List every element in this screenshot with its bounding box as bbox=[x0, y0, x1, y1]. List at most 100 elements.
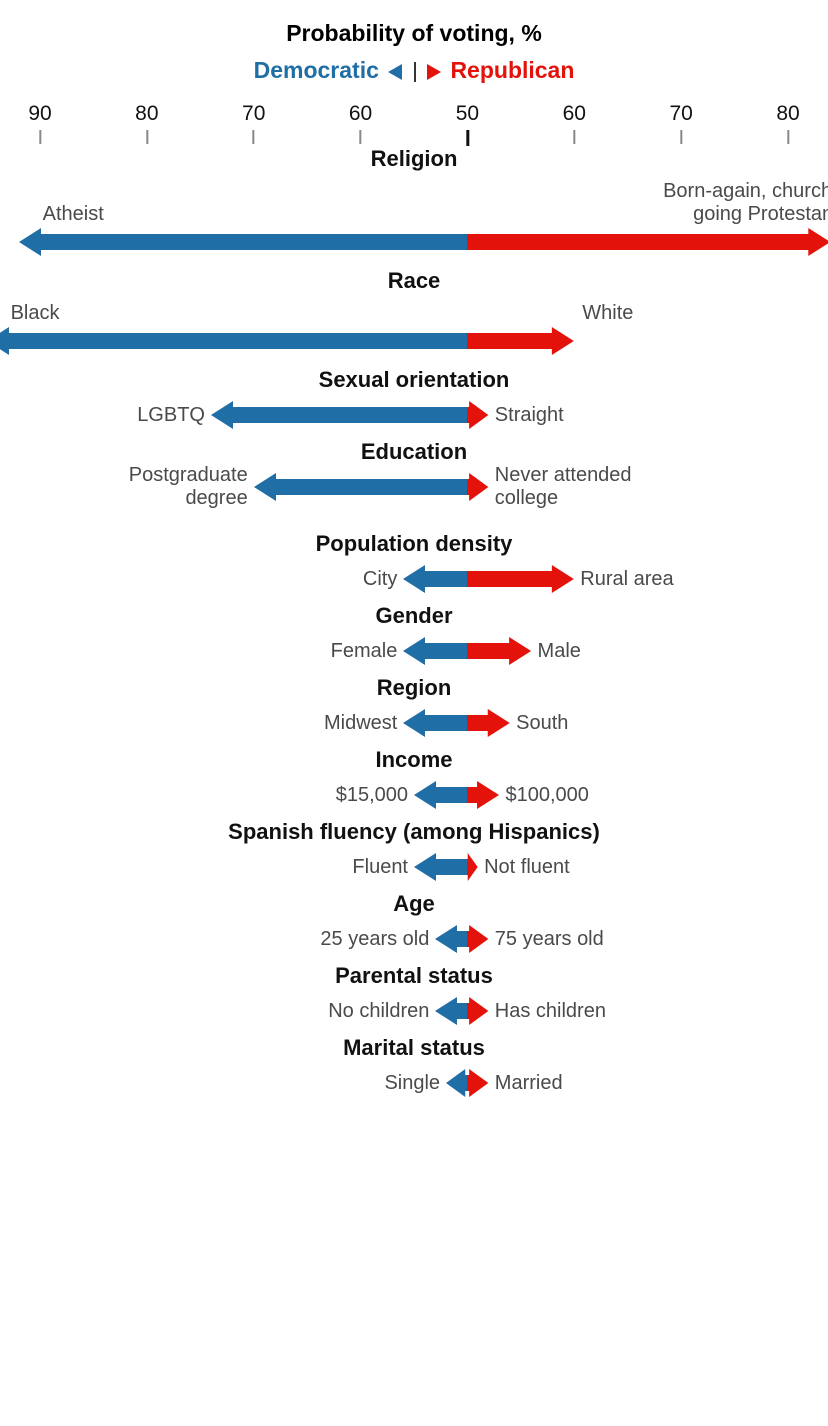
row-label-rep: 75 years old bbox=[495, 928, 604, 951]
chart-row: Parental status No children Has children bbox=[40, 963, 788, 1023]
row-bar: Fluent Not fluent bbox=[40, 851, 788, 879]
arrow-dem bbox=[211, 401, 467, 429]
arrow-rep bbox=[467, 565, 574, 593]
row-label-rep: White bbox=[582, 302, 633, 325]
x-axis: 9080706050607080 bbox=[40, 102, 788, 146]
row-label-dem: No children bbox=[328, 1000, 429, 1023]
row-title: Income bbox=[40, 747, 788, 773]
row-bar: Midwest South bbox=[40, 707, 788, 735]
row-label-dem: $15,000 bbox=[336, 784, 408, 807]
arrow-rep bbox=[467, 637, 531, 665]
row-label-dem: City bbox=[363, 568, 397, 591]
arrow-dem bbox=[414, 781, 467, 809]
row-title: Sexual orientation bbox=[40, 367, 788, 393]
arrow-dem bbox=[19, 228, 468, 256]
chart-row: Religion AtheistBorn-again, church-going … bbox=[40, 146, 788, 256]
row-label-dem: Postgraduatedegree bbox=[129, 464, 248, 510]
axis-tick: 80 bbox=[776, 102, 799, 144]
arrow-rep bbox=[467, 327, 574, 355]
axis-tick: 70 bbox=[669, 102, 692, 144]
row-label-dem: Fluent bbox=[352, 856, 408, 879]
chart-row: Gender Female Male bbox=[40, 603, 788, 663]
arrow-rep bbox=[467, 925, 488, 953]
chart-row: Spanish fluency (among Hispanics)FluentN… bbox=[40, 819, 788, 879]
legend-republican-label: Republican bbox=[450, 57, 574, 83]
chart-row: Population density City Rural area bbox=[40, 531, 788, 591]
row-label-rep: $100,000 bbox=[505, 784, 588, 807]
row-label-rep: Not fluent bbox=[484, 856, 570, 879]
row-bar: No children Has children bbox=[40, 995, 788, 1023]
row-label-rep: Male bbox=[538, 640, 581, 663]
voting-probability-chart: Probability of voting, % Democratic Repu… bbox=[0, 0, 828, 1137]
row-label-dem: 25 years old bbox=[320, 928, 429, 951]
row-labels: AtheistBorn-again, church-going Protesta… bbox=[40, 178, 788, 228]
arrow-dem bbox=[414, 853, 467, 881]
row-title: Parental status bbox=[40, 963, 788, 989]
arrow-dem bbox=[403, 565, 467, 593]
arrow-dem bbox=[0, 327, 467, 355]
row-label-rep: Never attendedcollege bbox=[495, 464, 632, 510]
row-title: Age bbox=[40, 891, 788, 917]
chart-row: Region Midwest South bbox=[40, 675, 788, 735]
axis-tick: 70 bbox=[242, 102, 265, 144]
axis-tick: 60 bbox=[563, 102, 586, 144]
axis-tick: 80 bbox=[135, 102, 158, 144]
row-label-dem: Atheist bbox=[43, 203, 104, 226]
row-title: Religion bbox=[40, 146, 788, 172]
arrow-dem bbox=[403, 637, 467, 665]
row-bar: LGBTQ Straight bbox=[40, 399, 788, 427]
row-label-rep: Rural area bbox=[580, 568, 673, 591]
arrow-rep bbox=[467, 401, 488, 429]
arrow-dem bbox=[435, 997, 467, 1025]
row-title: Population density bbox=[40, 531, 788, 557]
row-label-rep: Straight bbox=[495, 404, 564, 427]
arrow-dem bbox=[446, 1069, 467, 1097]
row-bar: City Rural area bbox=[40, 563, 788, 591]
row-label-dem: LGBTQ bbox=[137, 404, 205, 427]
row-label-rep: South bbox=[516, 712, 568, 735]
axis-tick: 50 bbox=[456, 102, 479, 146]
row-label-rep: Born-again, church-going Protestant bbox=[663, 180, 828, 226]
chart-row: Age 25 years old 75 years old bbox=[40, 891, 788, 951]
chart-title: Probability of voting, % bbox=[0, 20, 828, 47]
legend-triangle-left-icon bbox=[385, 57, 405, 83]
row-bar bbox=[40, 228, 788, 256]
row-bar: 25 years old 75 years old bbox=[40, 923, 788, 951]
row-label-rep: Has children bbox=[495, 1000, 606, 1023]
plot-area: 9080706050607080 ReligionAtheistBorn-aga… bbox=[40, 102, 788, 1095]
arrow-rep bbox=[467, 1069, 488, 1097]
row-title: Marital status bbox=[40, 1035, 788, 1061]
axis-tick: 60 bbox=[349, 102, 372, 144]
arrow-dem bbox=[254, 473, 468, 501]
arrow-rep bbox=[467, 781, 499, 809]
chart-row: Income $15,000 $100,000 bbox=[40, 747, 788, 807]
arrow-dem bbox=[403, 709, 467, 737]
legend-triangle-right-icon bbox=[424, 57, 444, 83]
row-label-dem: Single bbox=[384, 1072, 440, 1095]
chart-row: EducationPostgraduatedegreeNever attende… bbox=[40, 439, 788, 519]
row-bar: Female Male bbox=[40, 635, 788, 663]
row-bar: $15,000 $100,000 bbox=[40, 779, 788, 807]
row-label-rep: Married bbox=[495, 1072, 563, 1095]
row-bar: PostgraduatedegreeNever attendedcollege bbox=[40, 471, 788, 519]
row-bar: Single Married bbox=[40, 1067, 788, 1095]
row-bar bbox=[40, 327, 788, 355]
row-title: Region bbox=[40, 675, 788, 701]
chart-legend: Democratic Republican bbox=[0, 57, 828, 84]
legend-democratic-label: Democratic bbox=[254, 57, 379, 83]
row-title: Gender bbox=[40, 603, 788, 629]
chart-row: Race BlackWhite bbox=[40, 268, 788, 355]
axis-tick: 90 bbox=[28, 102, 51, 144]
row-label-dem: Female bbox=[331, 640, 398, 663]
arrow-rep bbox=[467, 709, 510, 737]
chart-row: Marital status Single Married bbox=[40, 1035, 788, 1095]
arrow-rep bbox=[467, 228, 828, 256]
arrow-rep bbox=[467, 853, 478, 881]
chart-row: Sexual orientation LGBTQ Straight bbox=[40, 367, 788, 427]
row-labels: BlackWhite bbox=[40, 300, 788, 327]
row-title: Race bbox=[40, 268, 788, 294]
row-label-dem: Black bbox=[11, 302, 60, 325]
arrow-rep bbox=[467, 997, 488, 1025]
row-label-dem: Midwest bbox=[324, 712, 397, 735]
legend-separator bbox=[412, 57, 418, 83]
